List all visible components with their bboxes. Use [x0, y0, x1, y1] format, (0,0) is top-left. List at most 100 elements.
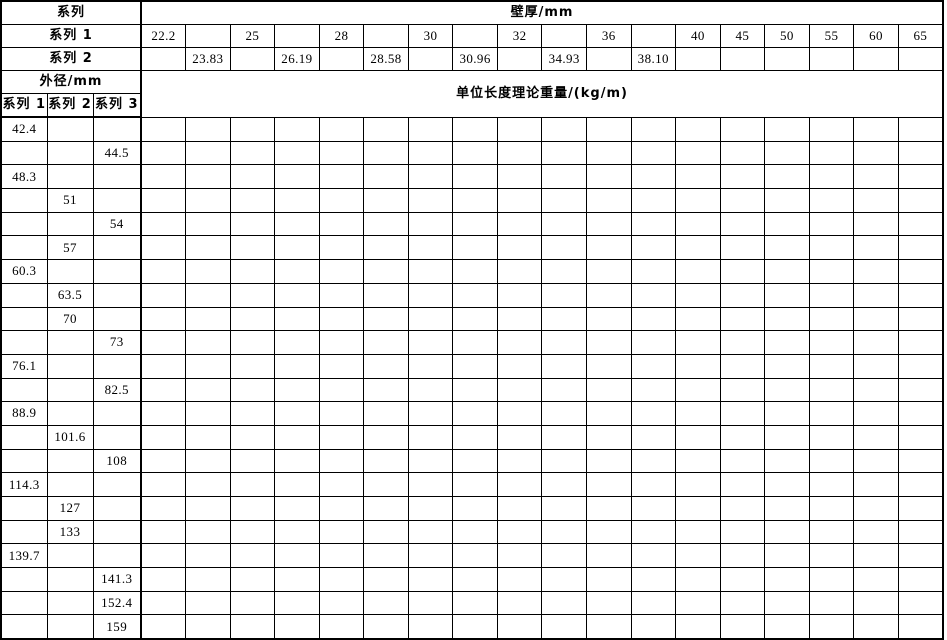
unit-weight-cell[interactable]: [274, 306, 320, 332]
unit-weight-cell[interactable]: [719, 496, 766, 521]
unit-weight-cell[interactable]: [541, 543, 587, 569]
unit-weight-cell[interactable]: [808, 496, 855, 521]
od-series2-value[interactable]: [46, 330, 94, 355]
od-series3-value[interactable]: [92, 353, 143, 379]
unit-weight-cell[interactable]: [719, 401, 766, 426]
unit-weight-cell[interactable]: [808, 282, 855, 308]
unit-weight-cell[interactable]: [585, 590, 632, 616]
od-series2-value[interactable]: [46, 448, 94, 474]
unit-weight-cell[interactable]: [808, 306, 855, 332]
unit-weight-cell[interactable]: [452, 116, 498, 142]
unit-weight-cell[interactable]: [318, 188, 365, 213]
unit-weight-cell[interactable]: [496, 188, 543, 213]
unit-weight-cell[interactable]: [496, 330, 543, 355]
unit-weight-cell[interactable]: [585, 519, 632, 545]
unit-weight-cell[interactable]: [185, 401, 231, 426]
unit-weight-cell[interactable]: [808, 259, 855, 284]
unit-weight-cell[interactable]: [585, 567, 632, 592]
unit-weight-cell[interactable]: [185, 567, 231, 592]
unit-weight-cell[interactable]: [764, 377, 810, 403]
unit-weight-cell[interactable]: [630, 614, 677, 640]
unit-weight-cell[interactable]: [318, 235, 365, 261]
unit-weight-cell[interactable]: [808, 140, 855, 166]
unit-weight-cell[interactable]: [853, 235, 899, 261]
unit-weight-cell[interactable]: [764, 116, 810, 142]
od-series3-value[interactable]: [92, 306, 143, 332]
unit-weight-cell[interactable]: [140, 235, 187, 261]
unit-weight-cell[interactable]: [853, 472, 899, 497]
unit-weight-cell[interactable]: [675, 140, 721, 166]
unit-weight-cell[interactable]: [363, 567, 409, 592]
unit-weight-cell[interactable]: [719, 235, 766, 261]
unit-weight-cell[interactable]: [675, 448, 721, 474]
unit-weight-cell[interactable]: [719, 282, 766, 308]
unit-weight-cell[interactable]: [675, 543, 721, 569]
unit-weight-cell[interactable]: [229, 116, 276, 142]
unit-weight-cell[interactable]: [185, 472, 231, 497]
unit-weight-cell[interactable]: [808, 401, 855, 426]
od-series2-value[interactable]: [46, 353, 94, 379]
unit-weight-cell[interactable]: [675, 330, 721, 355]
unit-weight-cell[interactable]: [853, 401, 899, 426]
unit-weight-cell[interactable]: [853, 211, 899, 237]
unit-weight-cell[interactable]: [496, 377, 543, 403]
unit-weight-cell[interactable]: [318, 424, 365, 450]
unit-weight-cell[interactable]: [496, 496, 543, 521]
od-series3-value[interactable]: 54: [92, 211, 143, 237]
od-series2-value[interactable]: 51: [46, 188, 94, 213]
unit-weight-cell[interactable]: [541, 590, 587, 616]
unit-weight-cell[interactable]: [274, 448, 320, 474]
unit-weight-cell[interactable]: [764, 140, 810, 166]
od-series3-value[interactable]: [92, 259, 143, 284]
unit-weight-cell[interactable]: [140, 164, 187, 190]
unit-weight-cell[interactable]: [897, 590, 944, 616]
unit-weight-cell[interactable]: [764, 401, 810, 426]
unit-weight-cell[interactable]: [675, 519, 721, 545]
unit-weight-cell[interactable]: [229, 306, 276, 332]
unit-weight-cell[interactable]: [496, 401, 543, 426]
unit-weight-cell[interactable]: [585, 401, 632, 426]
unit-weight-cell[interactable]: [675, 282, 721, 308]
unit-weight-cell[interactable]: [274, 377, 320, 403]
unit-weight-cell[interactable]: [496, 567, 543, 592]
unit-weight-cell[interactable]: [853, 164, 899, 190]
unit-weight-cell[interactable]: [853, 306, 899, 332]
unit-weight-cell[interactable]: [496, 259, 543, 284]
unit-weight-cell[interactable]: [452, 330, 498, 355]
unit-weight-cell[interactable]: [318, 164, 365, 190]
unit-weight-cell[interactable]: [452, 496, 498, 521]
unit-weight-cell[interactable]: [719, 306, 766, 332]
unit-weight-cell[interactable]: [452, 567, 498, 592]
unit-weight-cell[interactable]: [274, 472, 320, 497]
od-series1-value[interactable]: [0, 496, 48, 521]
unit-weight-cell[interactable]: [318, 282, 365, 308]
unit-weight-cell[interactable]: [541, 282, 587, 308]
unit-weight-cell[interactable]: [407, 235, 454, 261]
unit-weight-cell[interactable]: [274, 543, 320, 569]
unit-weight-cell[interactable]: [363, 590, 409, 616]
unit-weight-cell[interactable]: [274, 519, 320, 545]
od-series1-value[interactable]: 48.3: [0, 164, 48, 190]
unit-weight-cell[interactable]: [274, 164, 320, 190]
unit-weight-cell[interactable]: [630, 543, 677, 569]
unit-weight-cell[interactable]: [363, 140, 409, 166]
unit-weight-cell[interactable]: [675, 496, 721, 521]
unit-weight-cell[interactable]: [407, 472, 454, 497]
unit-weight-cell[interactable]: [229, 424, 276, 450]
unit-weight-cell[interactable]: [229, 543, 276, 569]
od-series3-value[interactable]: [92, 519, 143, 545]
unit-weight-cell[interactable]: [675, 353, 721, 379]
unit-weight-cell[interactable]: [407, 424, 454, 450]
unit-weight-cell[interactable]: [407, 567, 454, 592]
unit-weight-cell[interactable]: [140, 140, 187, 166]
unit-weight-cell[interactable]: [185, 519, 231, 545]
od-series1-value[interactable]: [0, 330, 48, 355]
unit-weight-cell[interactable]: [719, 211, 766, 237]
unit-weight-cell[interactable]: [585, 543, 632, 569]
od-series3-value[interactable]: 73: [92, 330, 143, 355]
unit-weight-cell[interactable]: [808, 567, 855, 592]
unit-weight-cell[interactable]: [274, 424, 320, 450]
unit-weight-cell[interactable]: [897, 164, 944, 190]
unit-weight-cell[interactable]: [185, 353, 231, 379]
unit-weight-cell[interactable]: [363, 235, 409, 261]
